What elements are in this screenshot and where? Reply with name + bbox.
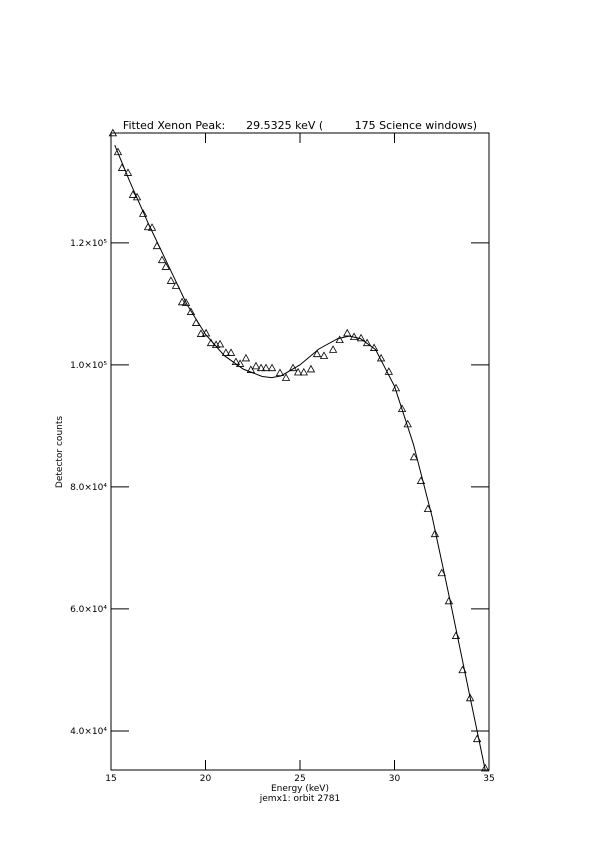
data-point	[481, 763, 490, 772]
data-point	[157, 255, 167, 264]
data-point	[306, 364, 316, 373]
data-point	[181, 298, 191, 306]
data-point	[251, 361, 261, 370]
x-axis-label: Energy (keV)	[271, 784, 329, 794]
data-point	[409, 452, 419, 461]
data-point	[312, 349, 322, 358]
data-point	[261, 363, 271, 372]
x-tick-label: 25	[294, 774, 305, 784]
data-point	[465, 693, 475, 702]
data-point	[437, 568, 446, 577]
data-point	[335, 335, 344, 344]
data-point	[241, 353, 251, 362]
y-tick-label: 4.0×10⁴	[70, 727, 107, 737]
data-point	[281, 373, 291, 381]
data-point	[108, 128, 118, 137]
data-point	[319, 351, 329, 359]
chart-title: Fitted Xenon Peak: 29.5325 keV ( 175 Sci…	[123, 119, 477, 132]
data-point	[132, 192, 142, 201]
subtitle: jemx1: orbit 2781	[259, 794, 340, 804]
data-point	[177, 297, 187, 306]
data-point	[221, 348, 231, 356]
y-tick-label: 6.0×10⁴	[70, 605, 107, 615]
data-point	[113, 147, 123, 156]
data-point	[397, 404, 407, 412]
x-tick-label: 30	[389, 774, 401, 784]
fit-line	[114, 145, 486, 771]
data-point	[215, 339, 225, 348]
x-tick-label: 35	[483, 774, 494, 784]
data-point	[186, 307, 196, 315]
data-point	[166, 276, 176, 284]
data-point	[343, 328, 352, 337]
data-point	[293, 367, 303, 376]
data-point	[328, 345, 338, 353]
y-tick-label: 8.0×10⁴	[70, 483, 107, 493]
y-tick-label: 1.0×10⁵	[70, 361, 107, 371]
y-tick-label: 1.2×10⁵	[70, 239, 107, 249]
data-point	[226, 348, 236, 356]
data-point	[256, 363, 266, 372]
data-point	[299, 367, 308, 376]
data-point	[128, 190, 138, 198]
x-tick-label: 15	[105, 774, 116, 784]
data-point	[267, 363, 277, 372]
data-point	[231, 357, 241, 366]
data-point	[138, 209, 148, 217]
data-point	[356, 333, 366, 342]
data-point	[430, 529, 440, 538]
data-point	[196, 329, 206, 337]
data-point	[161, 262, 170, 270]
data-point	[444, 596, 454, 605]
x-tick-label: 20	[200, 774, 212, 784]
y-axis-label: Detector counts	[55, 416, 65, 488]
